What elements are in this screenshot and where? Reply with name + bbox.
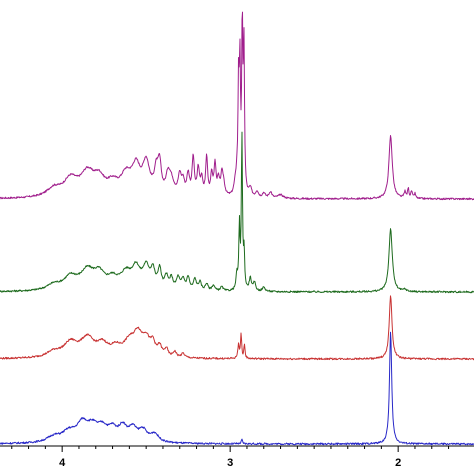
spectrum-trace-2 bbox=[0, 131, 474, 294]
x-tick-label: 3 bbox=[227, 457, 233, 469]
x-axis-tick-labels: 4 3 2 bbox=[59, 457, 401, 469]
spectra-traces bbox=[0, 11, 474, 446]
x-axis-ticks bbox=[11, 446, 450, 452]
spectrum-trace-3 bbox=[0, 295, 474, 361]
x-tick-label: 4 bbox=[59, 457, 66, 469]
spectrum-trace-1 bbox=[0, 11, 474, 201]
spectrum-trace-4 bbox=[0, 331, 474, 446]
x-tick-label: 2 bbox=[395, 457, 401, 469]
